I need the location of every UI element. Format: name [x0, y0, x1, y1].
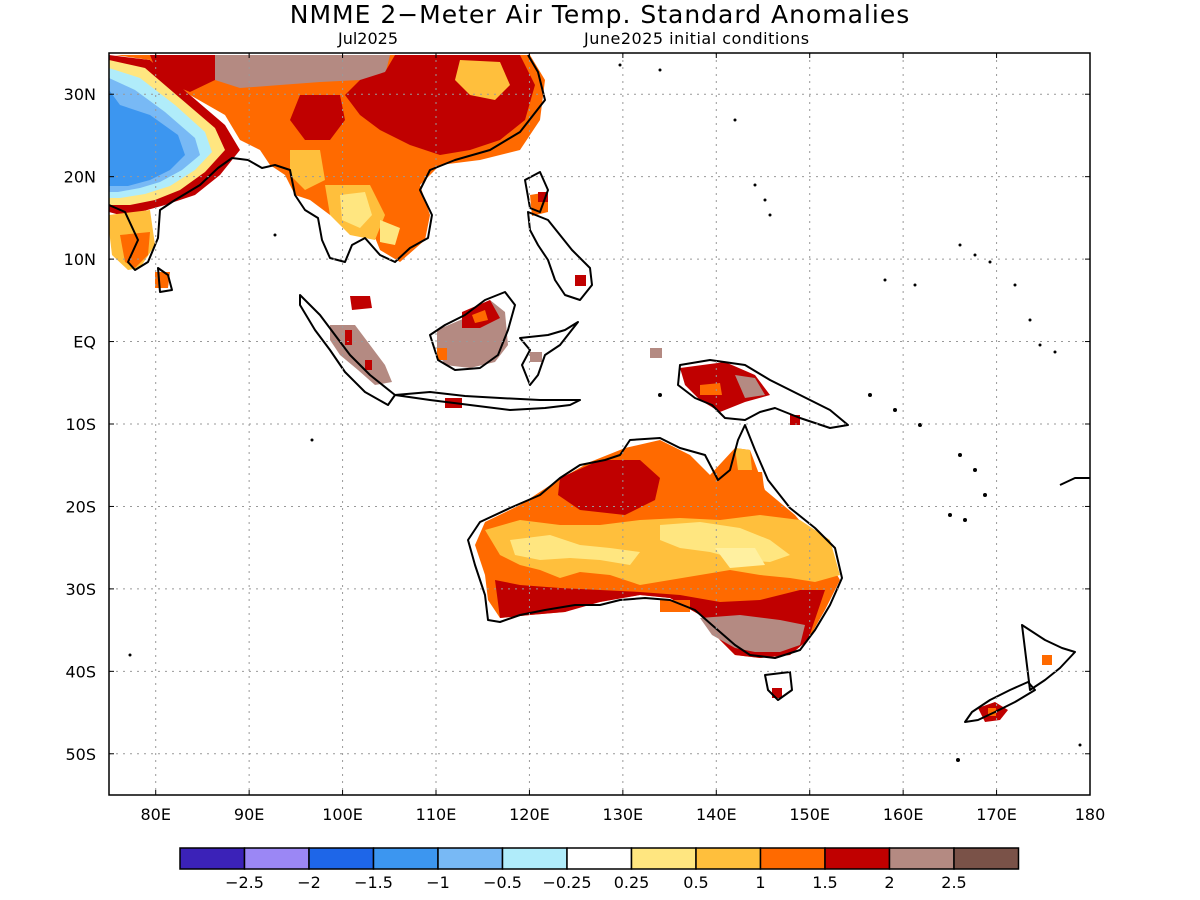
initial-conditions-label: June2025 initial conditions — [584, 29, 810, 48]
longitude-labels: 80E 90E 100E 110E 120E 130E 140E 150E 160E 170E 18… — [140, 805, 1105, 824]
legend-swatch — [759, 847, 826, 870]
legend-label: −2 — [297, 873, 321, 892]
legend-swatch — [824, 847, 891, 870]
color-legend: −2.5 −2 −1.5 −1 −0.5 −0.25 0.25 0.5 1 1.5 2 2.5 — [179, 847, 1020, 892]
legend-label: 2.5 — [941, 873, 966, 892]
forecast-month: Jul2025 — [338, 29, 399, 48]
legend-label: 1 — [755, 873, 765, 892]
lon-tick-label: 120E — [509, 805, 550, 824]
legend-label: −2.5 — [225, 873, 264, 892]
legend-label: −0.5 — [483, 873, 522, 892]
legend-label: −1 — [426, 873, 450, 892]
lon-tick-label: 140E — [696, 805, 737, 824]
lon-tick-label: 180 — [1075, 805, 1106, 824]
lat-tick-label: 30S — [65, 580, 96, 599]
legend-label: 2 — [884, 873, 894, 892]
axis-ticks — [109, 53, 1091, 795]
lat-tick-label: 10N — [64, 250, 96, 269]
legend-swatch — [437, 847, 504, 870]
grid-lines — [109, 53, 1090, 795]
lon-tick-label: 170E — [976, 805, 1017, 824]
lat-tick-label: 20N — [64, 168, 96, 187]
lat-tick-label: 10S — [65, 415, 96, 434]
lat-tick-label: 40S — [65, 662, 96, 681]
latitude-labels: 30N 20N 10N EQ 10S 20S 30S 40S 50S — [64, 85, 96, 764]
legend-swatch — [308, 847, 375, 870]
legend-swatch — [953, 847, 1020, 870]
legend-label: −1.5 — [354, 873, 393, 892]
legend-swatch — [501, 847, 568, 870]
legend-label: 1.5 — [812, 873, 837, 892]
lon-tick-label: 110E — [416, 805, 457, 824]
legend-swatch — [566, 847, 633, 870]
legend-swatch — [243, 847, 310, 870]
map-title: NMME 2−Meter Air Temp. Standard Anomalie… — [289, 0, 911, 29]
legend-swatch — [695, 847, 762, 870]
anomaly-field — [109, 54, 1090, 762]
lon-tick-label: 90E — [234, 805, 264, 824]
legend-label: 0.25 — [614, 873, 650, 892]
lat-tick-label: 30N — [64, 85, 96, 104]
lon-tick-label: 100E — [322, 805, 363, 824]
lon-tick-label: 150E — [789, 805, 830, 824]
lon-tick-label: 130E — [603, 805, 644, 824]
lat-tick-label: 50S — [65, 745, 96, 764]
legend-swatch — [179, 847, 246, 870]
lat-tick-label: EQ — [73, 333, 96, 352]
lon-tick-label: 80E — [140, 805, 170, 824]
legend-swatch — [630, 847, 697, 870]
lat-tick-label: 20S — [65, 497, 96, 516]
legend-swatch — [372, 847, 439, 870]
island-dots — [128, 63, 1082, 762]
legend-label: −0.25 — [542, 873, 591, 892]
legend-label: 0.5 — [683, 873, 708, 892]
lon-tick-label: 160E — [883, 805, 924, 824]
legend-swatch — [888, 847, 955, 870]
